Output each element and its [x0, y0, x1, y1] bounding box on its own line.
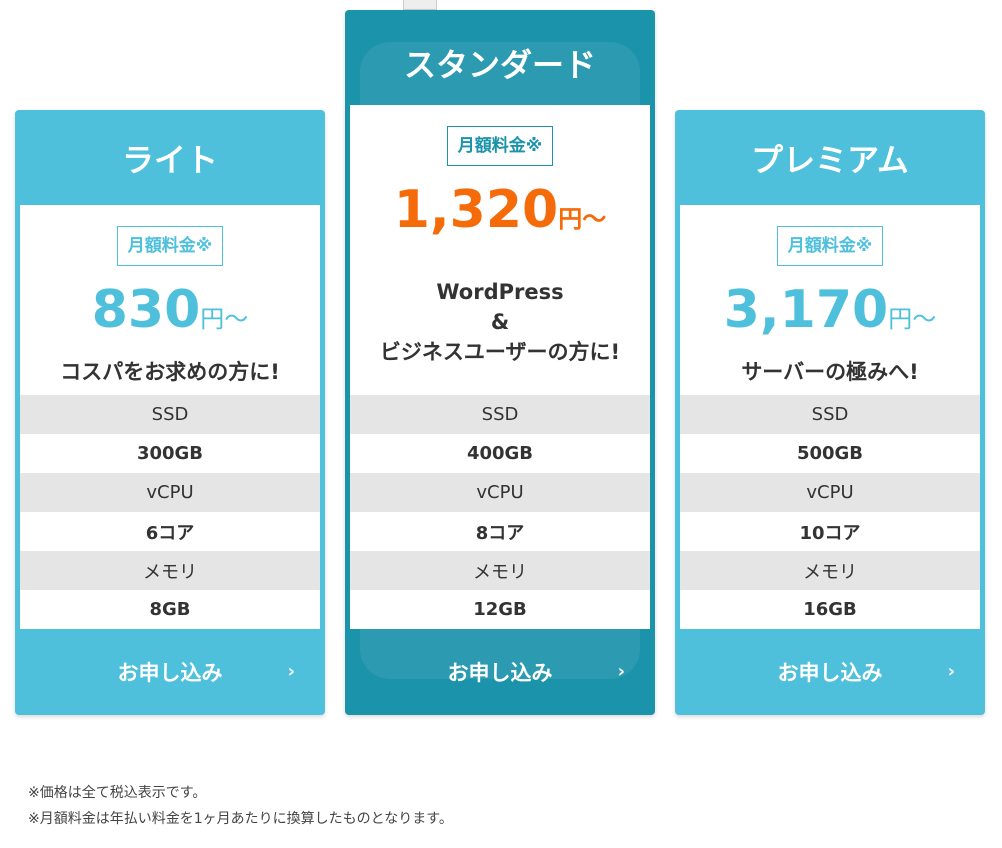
decorative-tab: [403, 0, 437, 10]
footnotes: ※価格は全て税込表示です。 ※月額料金は年払い料金を1ヶ月あたりに換算したものと…: [28, 780, 453, 832]
apply-button-standard[interactable]: お申し込み ›: [345, 629, 655, 714]
price-value: 830: [91, 280, 201, 340]
chevron-right-icon: ›: [287, 661, 295, 682]
plan-name: スタンダード: [403, 46, 596, 84]
apply-button-lite[interactable]: お申し込み ›: [15, 629, 325, 714]
spec-label: SSD: [680, 395, 980, 434]
spec-label: SSD: [350, 395, 650, 434]
spec-value: 16GB: [803, 599, 857, 620]
spec-value: 300GB: [136, 443, 204, 464]
plan-price: 1,320円〜: [394, 180, 606, 249]
spec-value: 500GB: [796, 443, 864, 464]
plan-card-lite: ライト 月額料金※ 830円〜 コスパをお求めの方に! SSD 300GB vC…: [15, 110, 325, 715]
spec-label: vCPU: [20, 473, 320, 512]
footnote: ※月額料金は年払い料金を1ヶ月あたりに換算したものとなります。: [28, 811, 453, 827]
plan-tagline: サーバーの極みへ!: [741, 360, 919, 384]
price-value: 1,320: [393, 180, 559, 240]
price-unit: 円〜: [888, 305, 937, 333]
spec-label: メモリ: [680, 551, 980, 590]
price-value: 3,170: [723, 280, 889, 340]
apply-button-premium[interactable]: お申し込み ›: [675, 629, 985, 714]
spec-label: vCPU: [680, 473, 980, 512]
price-unit: 円〜: [200, 305, 249, 333]
plan-tagline: コスパをお求めの方に!: [60, 360, 280, 384]
plan-card-standard: スタンダード 月額料金※ 1,320円〜 WordPress & ビジネスユーザーの…: [345, 10, 655, 715]
monthly-fee-badge: 月額料金※: [776, 226, 884, 266]
spec-label: SSD: [20, 395, 320, 434]
spec-value: 8GB: [149, 599, 191, 620]
footnote: ※価格は全て税込表示です。: [28, 785, 207, 801]
plan-name: プレミアム: [751, 140, 909, 179]
monthly-fee-badge: 月額料金※: [446, 126, 554, 166]
spec-value: 10コア: [799, 522, 861, 544]
monthly-fee-badge: 月額料金※: [116, 226, 224, 266]
plan-name: ライト: [121, 140, 218, 179]
apply-label: お申し込み: [117, 660, 223, 685]
spec-value: 400GB: [466, 443, 534, 464]
price-unit: 円〜: [558, 205, 607, 233]
plan-tagline: WordPress & ビジネスユーザーの方に!: [379, 280, 621, 364]
chevron-right-icon: ›: [617, 661, 625, 682]
spec-value: 12GB: [473, 599, 527, 620]
plan-price: 3,170円〜: [724, 280, 936, 349]
plan-card-premium: プレミアム 月額料金※ 3,170円〜 サーバーの極みへ! SSD 500GB …: [675, 110, 985, 715]
apply-label: お申し込み: [777, 660, 883, 685]
spec-value: 8コア: [475, 522, 525, 544]
spec-label: メモリ: [20, 551, 320, 590]
plan-price: 830円〜: [92, 280, 249, 349]
spec-value: 6コア: [145, 522, 195, 544]
apply-label: お申し込み: [447, 660, 553, 685]
spec-label: vCPU: [350, 473, 650, 512]
chevron-right-icon: ›: [947, 661, 955, 682]
spec-label: メモリ: [350, 551, 650, 590]
